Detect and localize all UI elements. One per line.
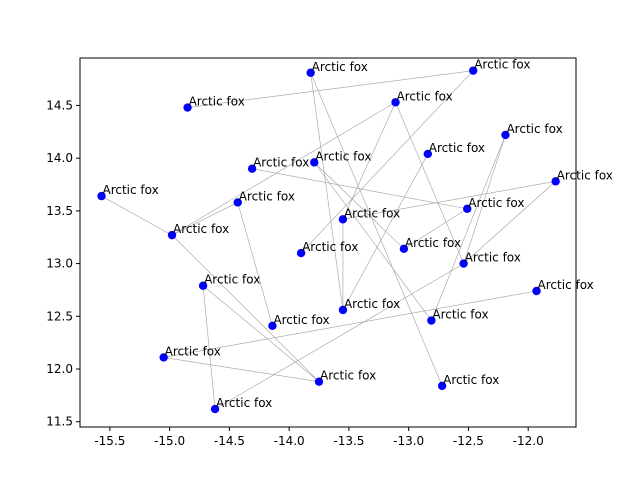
data-point — [338, 305, 348, 315]
point-label: Arctic fox — [320, 369, 376, 383]
connection-line — [431, 134, 506, 321]
connection-line — [171, 202, 238, 236]
point-label: Arctic fox — [397, 89, 453, 103]
connection-line — [101, 195, 173, 236]
data-point — [427, 316, 436, 325]
y-tick-label: 14.0 — [46, 151, 73, 165]
point-label: Arctic fox — [468, 196, 524, 210]
connection-line — [463, 134, 506, 264]
x-tick-label: -14.0 — [274, 434, 305, 448]
connection-line — [163, 357, 320, 382]
y-tick-label: 12.5 — [46, 309, 73, 323]
data-point — [210, 404, 220, 414]
y-tick-label: 12.0 — [46, 362, 73, 376]
point-label: Arctic fox — [344, 206, 400, 220]
point-label: Arctic fox — [204, 273, 260, 287]
point-label: Arctic fox — [405, 236, 461, 250]
data-point — [233, 198, 242, 207]
connection-line — [252, 168, 468, 210]
data-point — [532, 286, 541, 296]
data-point — [97, 191, 106, 201]
point-label: Arctic fox — [557, 168, 613, 182]
x-tick-label: -12.0 — [513, 434, 544, 448]
connection-line — [342, 153, 429, 311]
data-point — [459, 259, 468, 268]
point-label: Arctic fox — [173, 222, 229, 236]
plot-frame — [79, 57, 577, 428]
point-label: Arctic fox — [239, 189, 295, 203]
data-point — [306, 68, 315, 77]
point-label: Arctic fox — [103, 183, 159, 197]
point-label: Arctic fox — [312, 60, 368, 74]
point-label: Arctic fox — [538, 278, 594, 292]
data-point — [423, 149, 432, 159]
point-label: Arctic fox — [474, 58, 530, 72]
data-point — [338, 215, 348, 224]
data-point — [399, 244, 409, 254]
connection-line — [395, 102, 464, 264]
x-tick-label: -15.0 — [154, 434, 185, 448]
connection-line — [300, 70, 474, 254]
point-label: Arctic fox — [344, 297, 400, 311]
data-point — [314, 377, 324, 386]
data-points — [97, 66, 560, 414]
point-label: Arctic fox — [273, 313, 329, 327]
connection-line — [171, 234, 320, 382]
x-axis: -15.5 -15.0 -14.5 -14.0 -13.5 -13.0 -12.5 -12.0 — [94, 427, 544, 448]
point-label: Arctic fox — [465, 251, 521, 265]
point-label: Arctic fox — [443, 373, 499, 387]
connection-line — [214, 263, 464, 410]
x-tick-label: -13.0 — [393, 434, 424, 448]
data-point — [183, 103, 192, 112]
connection-line — [237, 202, 273, 326]
data-point — [198, 281, 208, 290]
y-tick-label: 13.0 — [46, 257, 73, 271]
data-point — [437, 381, 447, 391]
x-tick-label: -13.5 — [333, 434, 364, 448]
x-tick-label: -12.5 — [453, 434, 484, 448]
point-label: Arctic fox — [165, 344, 221, 358]
data-point — [391, 98, 400, 107]
data-point — [463, 204, 472, 213]
connection-line — [403, 208, 468, 250]
y-tick-label: 11.5 — [46, 415, 73, 429]
point-label: Arctic fox — [302, 240, 358, 254]
connection-line — [463, 181, 556, 264]
data-point — [268, 321, 277, 330]
x-tick-label: -14.5 — [214, 434, 245, 448]
data-point — [310, 158, 319, 167]
data-point — [469, 66, 478, 75]
data-point — [501, 130, 510, 140]
y-tick-label: 14.5 — [46, 98, 73, 112]
point-label: Arctic fox — [315, 149, 371, 163]
connection-line — [342, 102, 396, 220]
point-label: Arctic fox — [429, 141, 485, 155]
point-label: Arctic fox — [189, 95, 245, 109]
connection-line — [202, 285, 216, 410]
point-label: Arctic fox — [253, 156, 309, 170]
data-point — [296, 248, 306, 258]
y-axis: 11.5 12.0 12.5 13.0 13.5 14.0 14.5 — [46, 98, 80, 429]
connection-line — [163, 290, 537, 358]
connection-line — [187, 70, 474, 108]
connection-line — [171, 102, 396, 236]
connection-lines — [101, 70, 556, 410]
point-labels: Arctic fox Arctic fox Arctic fox Arctic fox… — [103, 58, 613, 410]
data-point — [551, 177, 560, 186]
data-point — [159, 353, 168, 362]
connection-line — [202, 285, 320, 382]
x-tick-label: -15.5 — [94, 434, 125, 448]
data-point — [247, 164, 257, 173]
point-label: Arctic fox — [432, 308, 488, 322]
connection-line — [310, 72, 344, 311]
point-label: Arctic fox — [216, 396, 272, 410]
data-point — [167, 230, 177, 240]
connection-line — [342, 181, 556, 220]
point-label: Arctic fox — [506, 122, 562, 136]
y-tick-label: 13.5 — [46, 204, 73, 218]
connection-line — [314, 162, 405, 250]
connection-line — [310, 72, 443, 386]
